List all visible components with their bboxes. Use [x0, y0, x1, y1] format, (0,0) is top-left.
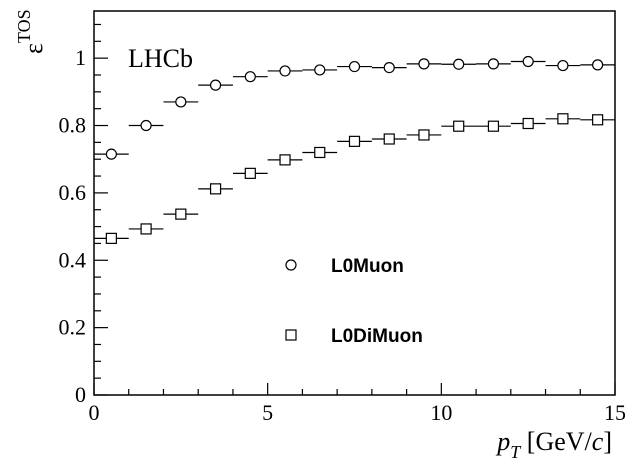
l0dimuon-point [557, 113, 569, 125]
l0muon-point [557, 59, 569, 72]
l0dimuon-point [418, 129, 430, 141]
l0muon-point [279, 65, 291, 77]
l0muon-point [348, 60, 361, 73]
x-axis-title: pT [GeV/c] [495, 427, 612, 462]
y-tick-label: 0.6 [59, 180, 87, 205]
l0muon-point [522, 55, 534, 68]
l0dimuon-point [348, 135, 361, 147]
l0dimuon-point [244, 167, 256, 179]
y-axis-title: εTOS [14, 9, 48, 54]
l0muon-point [209, 79, 222, 91]
l0muon-point [175, 96, 187, 108]
y-tick-label: 0 [75, 382, 86, 407]
legend-marker-l0dimuon [285, 329, 297, 341]
plot-frame [93, 10, 616, 396]
x-tick-label: 5 [262, 400, 273, 425]
l0muon-point [244, 71, 256, 83]
l0dimuon-point [592, 114, 604, 126]
l0dimuon-point [453, 120, 465, 132]
lhcb-annotation: LHCb [128, 44, 193, 73]
l0muon-point [592, 59, 604, 71]
l0muon-point [140, 119, 152, 132]
y-tick-label: 0.4 [59, 247, 87, 272]
y-tick-label: 1 [75, 45, 86, 70]
legend-label-l0dimuon: L0DiMuon [331, 326, 423, 347]
l0muon-point [314, 64, 326, 76]
legend-label-l0muon: L0Muon [331, 256, 404, 277]
legend: L0Muon L0DiMuon [285, 256, 423, 347]
l0muon-point [487, 58, 500, 70]
y-tick-label: 0.8 [59, 113, 87, 138]
l0muon-point [383, 61, 395, 74]
legend-marker-l0muon [285, 259, 297, 271]
l0dimuon-point [383, 133, 395, 145]
data-marks [94, 55, 615, 244]
l0dimuon-point [314, 146, 326, 159]
l0dimuon-point [140, 223, 152, 235]
x-tick-label: 15 [604, 400, 625, 425]
l0muon-point [453, 58, 465, 70]
y-tick-label: 0.2 [59, 315, 87, 340]
l0muon-point [418, 58, 430, 70]
x-tick-label: 10 [430, 400, 452, 425]
l0muon-point [105, 148, 117, 160]
l0dimuon-point [522, 117, 534, 130]
l0dimuon-point [175, 208, 187, 220]
axes: 0 5 10 15 0 0.2 0.4 0.6 0.8 1 [59, 23, 625, 425]
l0dimuon-point [209, 183, 222, 195]
x-tick-label: 0 [89, 400, 100, 425]
l0dimuon-point [279, 154, 291, 166]
l0dimuon-point [487, 120, 500, 132]
l0dimuon-point [105, 232, 117, 244]
